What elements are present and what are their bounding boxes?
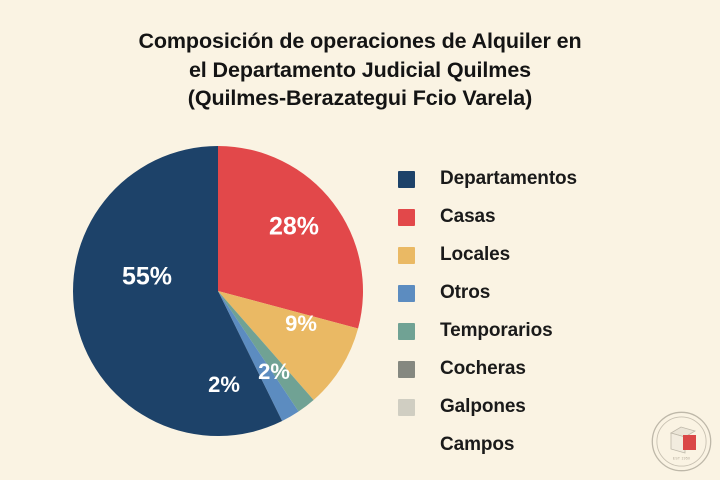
cube-front-face bbox=[683, 435, 696, 450]
pie-label-departamentos: 55% bbox=[122, 263, 172, 291]
legend-swatch bbox=[398, 247, 415, 264]
seal-icon: EST 1950 bbox=[651, 411, 712, 472]
legend-label: Departamentos bbox=[440, 168, 578, 189]
legend-swatch bbox=[398, 437, 415, 454]
seal-inner-ring bbox=[656, 416, 707, 467]
legend-item-casas[interactable]: Casas bbox=[398, 198, 678, 236]
seal-outer-ring bbox=[651, 411, 712, 472]
legend-label: Otros bbox=[440, 282, 491, 303]
pie-label-otros: 2% bbox=[208, 372, 240, 397]
legend-swatch bbox=[398, 399, 415, 416]
title-line-1: Composición de operaciones de Alquiler e… bbox=[138, 29, 582, 53]
legend-label: Cocheras bbox=[440, 358, 526, 379]
title-line-2: el Departamento Judicial Quilmes bbox=[188, 57, 532, 82]
pie-slice-casas[interactable] bbox=[218, 146, 364, 329]
legend-item-departamentos[interactable]: Departamentos bbox=[398, 160, 678, 198]
pie-label-casas: 28% bbox=[269, 213, 319, 241]
legend-item-temporarios[interactable]: Temporarios bbox=[398, 312, 678, 350]
legend-label: Casas bbox=[440, 206, 496, 227]
legend-label: Galpones bbox=[440, 396, 526, 417]
pie-slice-departamentos[interactable] bbox=[73, 146, 283, 436]
legend-item-campos[interactable]: Campos bbox=[398, 426, 678, 464]
title-line-3: (Quilmes-Berazategui Fcio Varela) bbox=[187, 86, 533, 110]
cube-left-face bbox=[670, 432, 686, 454]
legend-swatch bbox=[398, 285, 415, 302]
pie-slice-otros[interactable] bbox=[218, 291, 299, 422]
legend-item-otros[interactable]: Otros bbox=[398, 274, 678, 312]
page-title: Composición de operaciones de Alquiler e… bbox=[0, 27, 720, 113]
pie-chart-svg: 55% 28% 9% 2% 2% bbox=[73, 146, 364, 436]
legend-swatch bbox=[398, 171, 415, 188]
seal-year-text: EST 1950 bbox=[673, 457, 690, 461]
legend-swatch bbox=[398, 361, 415, 378]
pie-label-temporarios: 2% bbox=[258, 359, 290, 384]
pie-slice-locales[interactable] bbox=[218, 291, 359, 401]
pie-label-locales: 9% bbox=[285, 311, 317, 336]
legend-label: Temporarios bbox=[440, 320, 553, 341]
legend-item-locales[interactable]: Locales bbox=[398, 236, 678, 274]
legend-item-cocheras[interactable]: Cocheras bbox=[398, 350, 678, 388]
pie-chart: 55% 28% 9% 2% 2% bbox=[72, 145, 364, 437]
legend: Departamentos Casas Locales Otros Temporario… bbox=[398, 160, 678, 464]
legend-swatch bbox=[398, 209, 415, 226]
legend-item-galpones[interactable]: Galpones bbox=[398, 388, 678, 426]
legend-swatch bbox=[398, 323, 415, 340]
legend-label: Locales bbox=[440, 244, 511, 265]
legend-label: Campos bbox=[440, 434, 515, 455]
watermark-logo: EST 1950 bbox=[651, 411, 712, 472]
pie-slice-temporarios[interactable] bbox=[218, 291, 314, 412]
